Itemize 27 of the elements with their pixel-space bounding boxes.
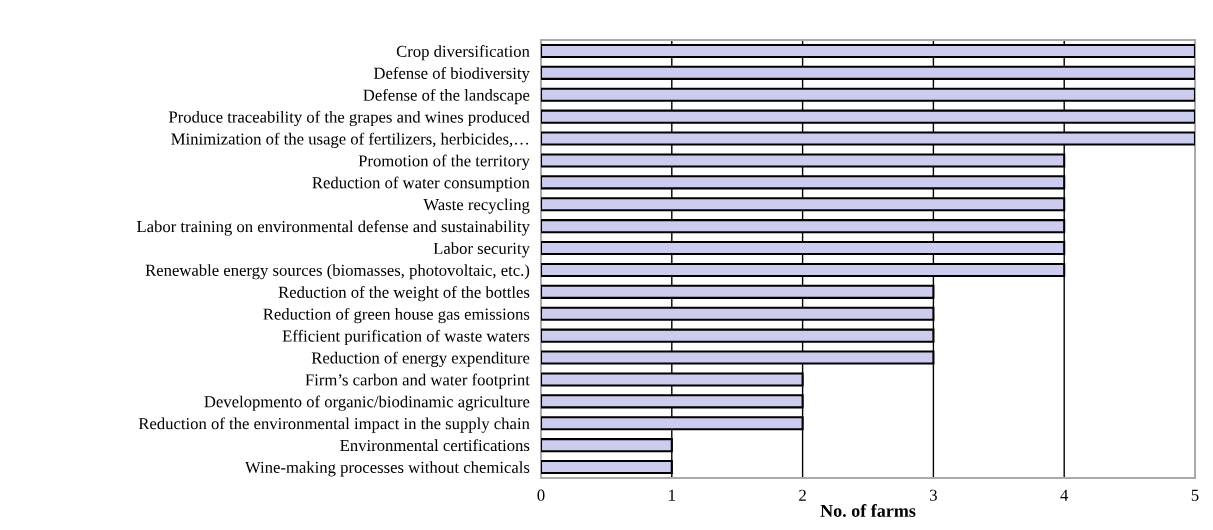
y-tick-label: Environmental certifications: [340, 439, 530, 452]
y-tick-label: Reduction of green house gas emissions: [263, 307, 530, 324]
y-tick-label: Produce traceability of the grapes and wines produced: [168, 110, 530, 127]
y-tick-label: Reduction of energy expenditure: [311, 351, 530, 368]
y-tick-label: Reduction of the environmental impact in the supply chain: [138, 417, 530, 433]
y-tick-label: Defense of the landscape: [363, 88, 530, 105]
x-axis-title: No. of farms: [820, 504, 916, 518]
y-tick-label: Wine-making processes without chemicals: [245, 461, 530, 477]
y-tick-label: Renewable energy sources (biomasses, photovoltaic, etc.): [145, 264, 530, 280]
y-tick-label: Labor security: [433, 242, 530, 258]
y-tick-label: Labor training on environmental defense and sustainability: [136, 220, 530, 236]
y-tick-label: Waste recycling: [423, 198, 530, 214]
y-tick-label: Developmento of organic/biodinamic agriculture: [204, 395, 530, 411]
x-tick-label: 2: [799, 489, 806, 501]
y-tick-label: Reduction of water consumption: [312, 176, 530, 192]
y-tick-label: Minimization of the usage of fertilizers, herbicides,…: [171, 132, 529, 149]
y-tick-label: Efficient purification of waste waters: [282, 329, 530, 346]
y-tick-label: Reduction of the weight of the bottles: [278, 285, 530, 302]
y-tick-label: Defense of biodiversity: [373, 66, 530, 83]
y-tick-label: Firm’s carbon and water footprint: [305, 373, 530, 389]
y-tick-label: Promotion of the territory: [358, 154, 530, 170]
x-tick-label: 5: [1191, 489, 1199, 501]
x-tick-label: 3: [930, 489, 937, 501]
y-tick-label: Crop diversification: [396, 45, 530, 61]
x-tick-label: 4: [1060, 489, 1069, 501]
x-tick-label: 0: [537, 489, 545, 501]
x-tick-label: 1: [669, 489, 675, 501]
